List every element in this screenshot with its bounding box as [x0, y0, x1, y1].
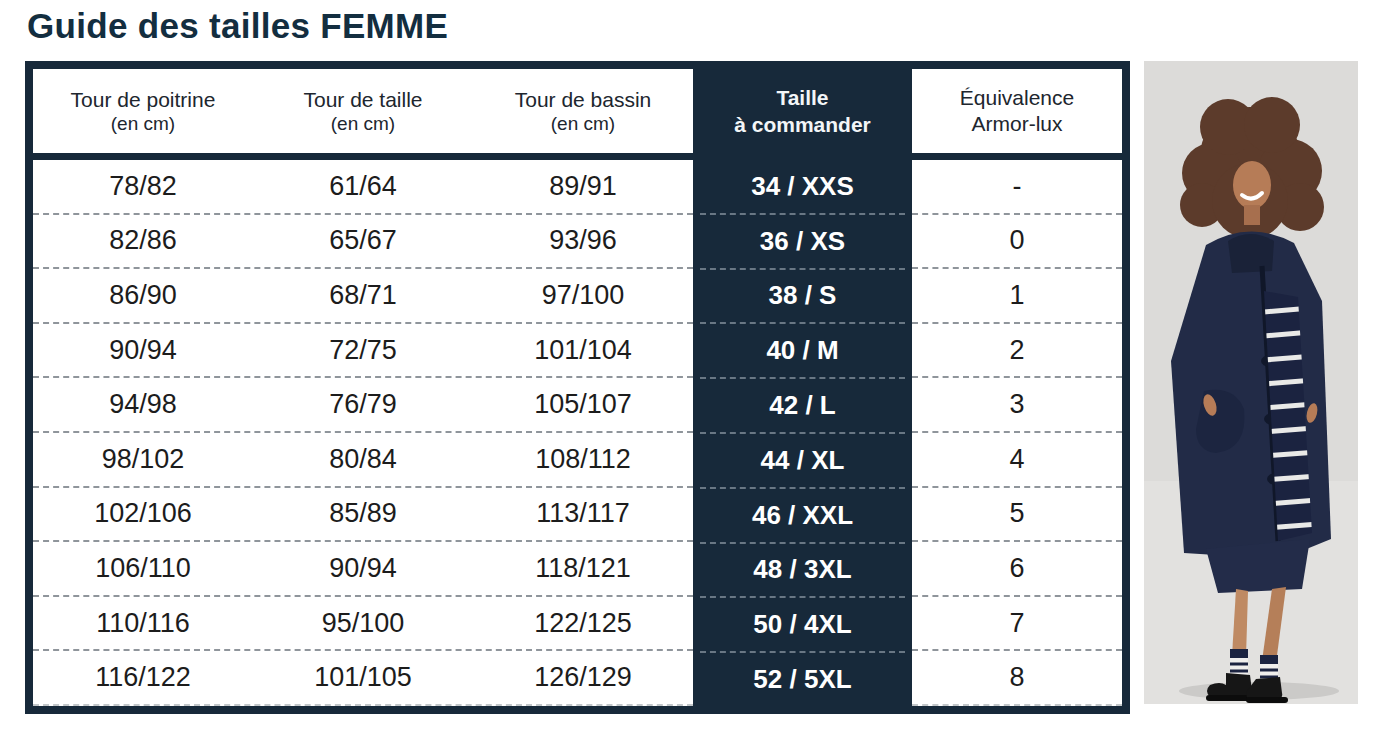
header-line: Taille [776, 84, 828, 111]
measurement-value-taille: 85/89 [253, 498, 473, 529]
measurement-value-poitrine: 106/110 [33, 553, 253, 584]
content-area: Tour de poitrine (en cm) Tour de taille … [25, 61, 1378, 714]
measurement-value-poitrine: 86/90 [33, 280, 253, 311]
equivalence-value: - [912, 160, 1122, 215]
size-to-order-value: 40 / M [700, 324, 905, 379]
model-photo-illustration [1144, 61, 1358, 704]
equivalence-value: 8 [912, 651, 1122, 706]
table-row: 94/9876/79105/107 [33, 378, 693, 433]
measurement-value-poitrine: 98/102 [33, 444, 253, 475]
size-to-order-value: 48 / 3XL [700, 544, 905, 599]
model-photo [1144, 61, 1358, 704]
measurement-value-bassin: 93/96 [473, 225, 693, 256]
measurement-value-bassin: 118/121 [473, 553, 693, 584]
table-row: 98/10280/84108/112 [33, 433, 693, 488]
measurement-value-taille: 101/105 [253, 662, 473, 693]
measurement-value-taille: 65/67 [253, 225, 473, 256]
measurement-value-bassin: 89/91 [473, 171, 693, 202]
equivalence-value: 5 [912, 488, 1122, 543]
table-row: 106/11090/94118/121 [33, 542, 693, 597]
page-title: Guide des tailles FEMME [27, 6, 1378, 46]
header-line: à commander [734, 111, 871, 138]
measurement-value-taille: 61/64 [253, 171, 473, 202]
table-row: 78/8261/6489/91 [33, 160, 693, 215]
size-to-order-value: 44 / XL [700, 434, 905, 489]
measurement-value-taille: 80/84 [253, 444, 473, 475]
size-to-order-column: 34 / XXS36 / XS38 / S40 / M42 / L44 / XL… [700, 160, 905, 706]
table-row: 86/9068/7197/100 [33, 269, 693, 324]
measurement-value-poitrine: 78/82 [33, 171, 253, 202]
header-line: Tour de poitrine [71, 87, 216, 113]
table-row: 116/122101/105126/129 [33, 651, 693, 706]
equivalence-value: 0 [912, 215, 1122, 270]
table-row: 82/8665/6793/96 [33, 215, 693, 270]
face [1233, 161, 1271, 209]
measurement-value-taille: 95/100 [253, 608, 473, 639]
measurement-value-poitrine: 102/106 [33, 498, 253, 529]
size-to-order-value: 42 / L [700, 379, 905, 434]
column-header-taille-a-commander: Taille à commander [700, 69, 905, 153]
size-to-order-value: 52 / 5XL [700, 653, 905, 706]
table-row: 110/11695/100122/125 [33, 597, 693, 652]
header-line: Armor-lux [971, 111, 1062, 137]
measurement-value-poitrine: 82/86 [33, 225, 253, 256]
header-unit: (en cm) [331, 112, 395, 135]
measurement-value-poitrine: 90/94 [33, 335, 253, 366]
equivalence-column: -012345678 [912, 160, 1122, 706]
equivalence-value: 4 [912, 433, 1122, 488]
measurements-grid: 78/8261/6489/9182/8665/6793/9686/9068/71… [33, 160, 693, 706]
table-row: 90/9472/75101/104 [33, 324, 693, 379]
equivalence-value: 2 [912, 324, 1122, 379]
header-line: Équivalence [960, 85, 1074, 111]
measurement-value-bassin: 113/117 [473, 498, 693, 529]
header-unit: (en cm) [551, 112, 615, 135]
table-row: 102/10685/89113/117 [33, 488, 693, 543]
measurement-value-bassin: 122/125 [473, 608, 693, 639]
size-to-order-value: 46 / XXL [700, 489, 905, 544]
size-guide-table: Tour de poitrine (en cm) Tour de taille … [25, 61, 1130, 714]
equivalence-value: 3 [912, 378, 1122, 433]
measurement-value-taille: 90/94 [253, 553, 473, 584]
column-header-tour-de-bassin: Tour de bassin (en cm) [473, 69, 693, 153]
equivalence-value: 1 [912, 269, 1122, 324]
header-unit: (en cm) [111, 112, 175, 135]
equivalence-value: 7 [912, 597, 1122, 652]
measurement-value-bassin: 97/100 [473, 280, 693, 311]
measurement-value-taille: 68/71 [253, 280, 473, 311]
measurement-value-bassin: 126/129 [473, 662, 693, 693]
size-to-order-value: 34 / XXS [700, 160, 905, 215]
size-to-order-value: 50 / 4XL [700, 598, 905, 653]
column-header-tour-de-poitrine: Tour de poitrine (en cm) [33, 69, 253, 153]
measurement-value-poitrine: 94/98 [33, 389, 253, 420]
size-to-order-value: 36 / XS [700, 215, 905, 270]
column-header-equivalence-armor-lux: Équivalence Armor-lux [912, 69, 1122, 153]
column-header-tour-de-taille: Tour de taille (en cm) [253, 69, 473, 153]
measurement-value-poitrine: 116/122 [33, 662, 253, 693]
equivalence-value: 6 [912, 542, 1122, 597]
measurement-value-taille: 72/75 [253, 335, 473, 366]
measurement-value-bassin: 101/104 [473, 335, 693, 366]
header-line: Tour de bassin [515, 87, 652, 113]
header-line: Tour de taille [303, 87, 422, 113]
measurement-value-bassin: 108/112 [473, 444, 693, 475]
size-to-order-value: 38 / S [700, 270, 905, 325]
measurement-value-taille: 76/79 [253, 389, 473, 420]
measurement-value-bassin: 105/107 [473, 389, 693, 420]
measurement-value-poitrine: 110/116 [33, 608, 253, 639]
measurement-headers: Tour de poitrine (en cm) Tour de taille … [33, 69, 693, 153]
